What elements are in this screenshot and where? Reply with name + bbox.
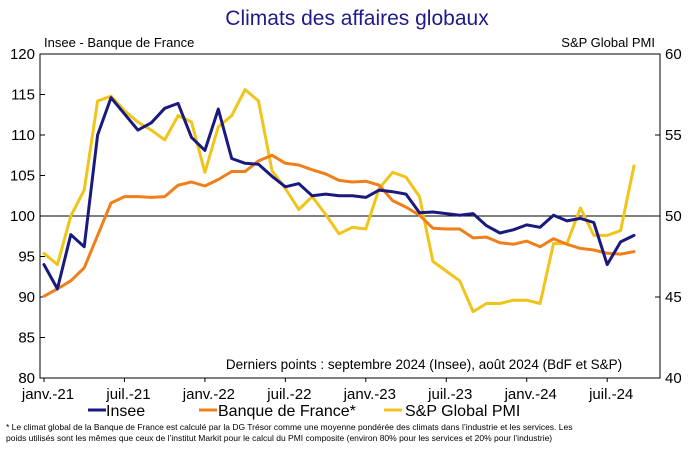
left-tick-label: 80 bbox=[18, 370, 35, 387]
right-y-axis: 40 45 50 55 60 bbox=[655, 46, 682, 387]
chart-title: Climats des affaires globaux bbox=[225, 7, 489, 30]
x-tick-label: juil.-24 bbox=[588, 386, 633, 403]
left-tick-label: 120 bbox=[10, 46, 35, 63]
footnote: * Le climat global de la Banque de Franc… bbox=[6, 422, 573, 443]
x-tick-label: janv.-21 bbox=[21, 386, 74, 403]
right-tick-label: 55 bbox=[665, 127, 682, 144]
legend: Insee Banque de France* S&P Global PMI bbox=[88, 403, 520, 420]
x-tick-label: juil.-22 bbox=[266, 386, 311, 403]
series-line-insee bbox=[42, 96, 636, 291]
x-axis: janv.-21 juil.-21 janv.-22 juil.-22 janv.-23… bbox=[21, 378, 633, 403]
series-line-banque-de-france bbox=[42, 153, 636, 298]
left-y-axis: 80 85 90 95 100 105 110 115 120 bbox=[10, 46, 45, 387]
left-tick-label: 100 bbox=[10, 208, 35, 225]
left-tick-label: 105 bbox=[10, 168, 35, 185]
right-tick-label: 45 bbox=[665, 289, 682, 306]
last-points-annotation: Derniers points : septembre 2024 (Insee)… bbox=[226, 357, 622, 372]
left-tick-label: 95 bbox=[18, 249, 35, 266]
legend-label-sp-global-pmi: S&P Global PMI bbox=[405, 403, 520, 420]
left-tick-label: 90 bbox=[18, 289, 35, 306]
footnote-line: poids utilisés sont les mêmes que ceux d… bbox=[6, 433, 552, 443]
legend-label-insee: Insee bbox=[106, 403, 145, 420]
x-tick-label: janv.-24 bbox=[504, 386, 557, 403]
x-tick-label: janv.-22 bbox=[182, 386, 235, 403]
left-tick-label: 85 bbox=[18, 330, 35, 347]
right-tick-label: 40 bbox=[665, 370, 682, 387]
legend-label-banque-de-france: Banque de France* bbox=[218, 403, 356, 420]
right-axis-label: S&P Global PMI bbox=[561, 35, 655, 50]
x-tick-label: juil.-23 bbox=[427, 386, 472, 403]
series-layer bbox=[42, 88, 636, 314]
left-axis-label: Insee - Banque de France bbox=[44, 35, 194, 50]
right-tick-label: 60 bbox=[665, 46, 682, 63]
left-tick-label: 110 bbox=[11, 127, 35, 144]
x-tick-label: juil.-21 bbox=[105, 386, 150, 403]
left-tick-label: 115 bbox=[11, 87, 35, 104]
footnote-line: * Le climat global de la Banque de Franc… bbox=[6, 422, 573, 432]
series-line-s-p-global-pmi bbox=[42, 88, 636, 314]
x-tick-label: janv.-23 bbox=[343, 386, 396, 403]
right-tick-label: 50 bbox=[665, 208, 682, 225]
